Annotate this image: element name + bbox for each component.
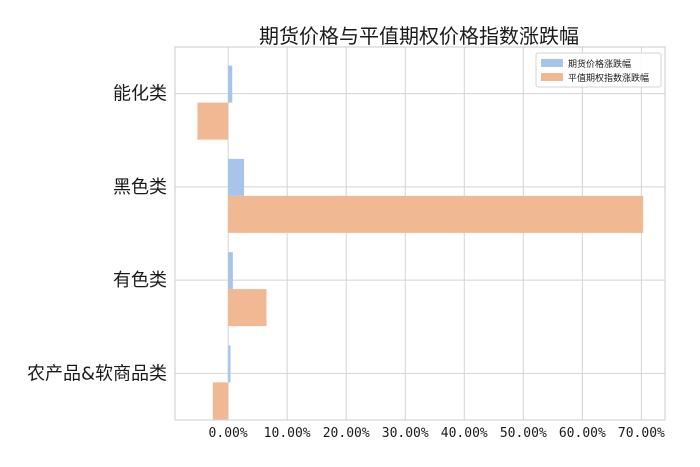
legend-swatch — [541, 59, 563, 67]
x-tick-label: 70.00% — [618, 426, 665, 441]
bar-futures-0 — [228, 65, 233, 103]
legend-swatch — [541, 73, 563, 81]
bar-futures-1 — [228, 158, 245, 196]
x-tick-label: 20.00% — [323, 426, 370, 441]
bar-futures-2 — [228, 252, 233, 290]
plot-area — [174, 46, 666, 421]
bar-futures-3 — [228, 345, 231, 383]
bar-options-1 — [228, 195, 644, 233]
bar-options-3 — [212, 382, 229, 420]
y-tick-label: 黑色类 — [113, 177, 167, 198]
x-tick-label: 50.00% — [500, 426, 547, 441]
x-tick-label: 0.00% — [209, 426, 248, 441]
legend-box — [535, 52, 662, 88]
bars — [197, 65, 644, 420]
y-tick-label: 能化类 — [113, 84, 167, 105]
x-tick-label: 30.00% — [382, 426, 429, 441]
bar-options-2 — [228, 289, 267, 327]
y-tick-label: 农产品&软商品类 — [27, 363, 167, 384]
chart-title: 期货价格与平值期权价格指数涨跌幅 — [259, 24, 579, 48]
legend-label: 平值期权指数涨跌幅 — [568, 72, 649, 84]
x-tick-label: 10.00% — [264, 426, 311, 441]
x-tick-label: 60.00% — [559, 426, 606, 441]
bar-options-0 — [197, 102, 229, 140]
x-tick-label: 40.00% — [441, 426, 488, 441]
x-axis-labels: 0.00% 10.00% 20.00% 30.00% 40.00% 50.00% 60.00… — [209, 426, 665, 441]
grid — [175, 47, 665, 420]
y-tick-label: 有色类 — [113, 270, 167, 291]
legend-label: 期货价格涨跌幅 — [568, 58, 631, 70]
